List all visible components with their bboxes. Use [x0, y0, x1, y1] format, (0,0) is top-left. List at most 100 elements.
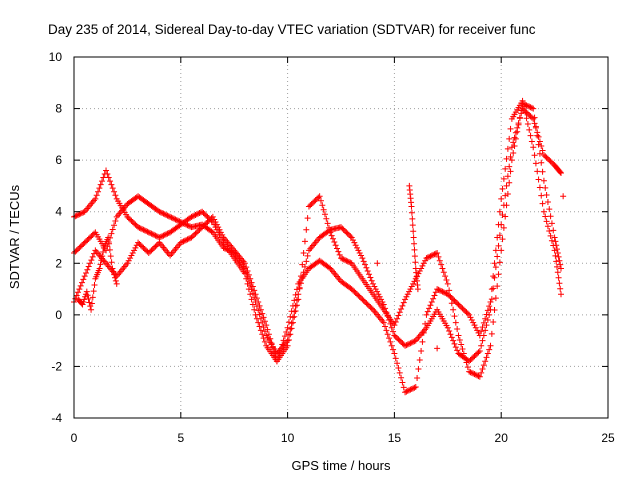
data-point-track-3 [260, 335, 267, 342]
data-point-track-3 [93, 192, 100, 199]
data-point-track-1 [160, 210, 167, 217]
data-point-track-2 [248, 279, 255, 286]
data-point-track-3 [279, 341, 286, 348]
data-point-track-1 [558, 170, 565, 177]
data-point-outlier-points [374, 260, 381, 267]
data-point-track-2 [426, 253, 433, 260]
plot-frame [73, 56, 609, 419]
data-point-track-3 [249, 301, 256, 308]
data-point-track-3 [367, 304, 374, 311]
data-point-track-3 [408, 385, 415, 392]
data-point-track-1 [452, 344, 459, 351]
data-point-track-2 [528, 104, 535, 111]
data-point-track-2 [526, 103, 533, 110]
data-point-track-2 [256, 302, 263, 309]
data-point-track-2 [137, 242, 144, 249]
data-point-track-2 [304, 215, 311, 222]
data-point-early-cluster [88, 306, 95, 313]
data-point-track-2 [556, 257, 563, 264]
data-point-track-2 [327, 229, 334, 236]
data-point-track-2 [321, 211, 328, 218]
data-point-track-2 [448, 300, 455, 307]
data-point-track-3 [459, 305, 466, 312]
data-point-track-2 [487, 342, 494, 349]
data-point-track-2 [77, 282, 84, 289]
data-point-track-2 [339, 255, 346, 262]
data-point-track-3 [287, 313, 294, 320]
data-point-track-3 [420, 329, 427, 336]
data-point-early-cluster [86, 299, 93, 306]
data-point-track-2 [303, 226, 310, 233]
data-point-track-3 [456, 302, 463, 309]
data-point-track-3 [486, 303, 493, 310]
data-point-track-2 [307, 202, 314, 209]
data-point-track-3 [204, 213, 211, 220]
data-point-track-3 [490, 273, 497, 280]
data-point-track-3 [92, 195, 99, 202]
data-point-track-2 [515, 121, 522, 128]
data-point-track-3 [531, 152, 538, 159]
data-point-track-1 [304, 252, 311, 259]
data-point-track-1 [76, 244, 83, 251]
data-point-track-1 [376, 293, 383, 300]
data-point-track-1 [80, 240, 87, 247]
data-point-track-3 [211, 221, 218, 228]
data-point-track-2 [404, 291, 411, 298]
data-point-track-2 [427, 253, 434, 260]
data-point-track-2 [430, 251, 437, 258]
data-point-track-3 [382, 323, 389, 330]
data-point-track-3 [448, 295, 455, 302]
data-point-track-1 [536, 138, 543, 145]
data-point-early-cluster [83, 288, 90, 295]
data-point-track-2 [535, 141, 542, 148]
data-point-track-3 [471, 322, 478, 329]
data-point-track-3 [149, 231, 156, 238]
data-point-track-1 [474, 350, 481, 357]
data-point-track-3 [536, 184, 543, 191]
data-point-track-3 [467, 314, 474, 321]
data-point-track-2 [76, 286, 83, 293]
data-point-track-1 [403, 342, 410, 349]
data-point-track-1 [172, 216, 179, 223]
data-point-late-spike [411, 246, 418, 253]
data-point-track-2 [180, 238, 187, 245]
data-point-early-cluster [88, 300, 95, 307]
data-point-track-2 [127, 255, 134, 262]
data-point-early-cluster [109, 265, 116, 272]
data-point-track-1 [288, 320, 295, 327]
data-point-track-1 [367, 274, 374, 281]
data-point-track-2 [502, 213, 509, 220]
data-point-track-3 [205, 215, 212, 222]
data-point-track-2 [432, 250, 439, 257]
data-point-track-3 [524, 121, 531, 128]
data-point-track-3 [255, 319, 262, 326]
data-point-track-2 [301, 238, 308, 245]
data-point-track-3 [424, 308, 431, 315]
data-point-track-3 [215, 229, 222, 236]
data-point-late-spike [411, 253, 418, 260]
data-point-early-cluster [96, 265, 103, 272]
data-point-track-3 [100, 174, 107, 181]
data-point-track-3 [463, 309, 470, 316]
data-point-track-2 [300, 249, 307, 256]
data-point-track-1 [408, 339, 415, 346]
x-tick-label: 25 [601, 431, 615, 445]
data-point-track-2 [420, 260, 427, 267]
data-point-track-1 [175, 217, 182, 224]
data-point-track-2 [468, 369, 475, 376]
data-point-track-2 [436, 257, 443, 264]
data-point-track-1 [504, 173, 511, 180]
data-point-late-spike [410, 234, 417, 241]
data-point-track-3 [498, 195, 505, 202]
data-point-track-2 [440, 269, 447, 276]
data-point-track-3 [557, 285, 564, 292]
data-point-track-2 [399, 302, 406, 309]
data-point-track-3 [540, 208, 547, 215]
data-point-track-2 [527, 104, 534, 111]
data-point-track-3 [403, 388, 410, 395]
data-point-track-3 [191, 212, 198, 219]
data-point-track-3 [75, 211, 82, 218]
data-point-track-3 [539, 200, 546, 207]
data-point-track-2 [540, 177, 547, 184]
data-point-track-2 [486, 346, 493, 353]
